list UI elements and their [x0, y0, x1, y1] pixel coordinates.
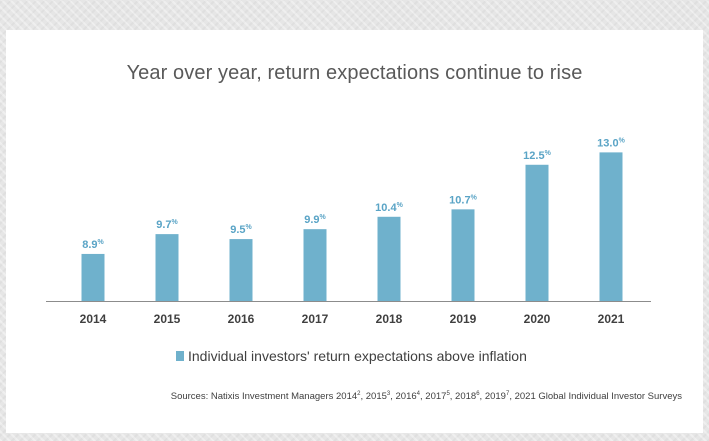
- legend-swatch: [176, 351, 184, 361]
- legend: Individual investors' return expectation…: [176, 348, 527, 364]
- bar: [303, 229, 327, 301]
- source-sup: 5: [446, 391, 450, 397]
- bar: [377, 216, 401, 301]
- source-text: , 2017: [420, 391, 447, 403]
- x-tick-label: 2015: [154, 312, 181, 326]
- bar: [525, 164, 549, 301]
- x-tick-label: 2019: [450, 312, 477, 326]
- x-tick-label: 2018: [376, 312, 403, 326]
- bar: [155, 234, 179, 301]
- source-sup: 7: [505, 391, 510, 397]
- data-label: 10.7%: [449, 194, 477, 206]
- data-label: 9.7%: [156, 219, 178, 231]
- data-label: 10.4%: [375, 202, 403, 214]
- bar: [229, 239, 253, 301]
- source-prefix: Sources: Natixis Investment Managers 201…: [170, 391, 358, 403]
- source-text: , 2018: [449, 391, 477, 403]
- chart-title: Year over year, return expectations cont…: [126, 62, 583, 84]
- source-text: , 2016: [390, 391, 417, 403]
- data-label: 13.0%: [597, 137, 625, 149]
- bar: [451, 209, 475, 301]
- source-sup: 4: [416, 391, 421, 397]
- x-tick-label: 2017: [302, 312, 329, 326]
- source-text: , 2021 Global Individual Investor Survey…: [509, 391, 682, 403]
- x-tick-label: 2014: [80, 312, 107, 326]
- bar: [599, 152, 623, 301]
- data-label: 12.5%: [523, 150, 551, 162]
- source-note: Sources: Natixis Investment Managers 201…: [0, 391, 682, 402]
- bar: [81, 253, 105, 301]
- source-sup: 2: [357, 391, 361, 397]
- source-text: , 2019: [479, 391, 506, 403]
- x-tick-label: 2020: [524, 312, 551, 326]
- legend-label: Individual investors' return expectation…: [188, 348, 527, 364]
- source-text: , 2015: [360, 391, 387, 403]
- data-label: 9.5%: [230, 224, 252, 236]
- x-tick-label: 2021: [598, 312, 625, 326]
- x-tick-label: 2016: [228, 312, 255, 326]
- chart-card: [6, 30, 703, 433]
- data-label: 9.9%: [304, 214, 326, 226]
- data-label: 8.9%: [82, 239, 104, 251]
- source-sup: 6: [476, 391, 480, 397]
- source-sup: 3: [386, 391, 391, 397]
